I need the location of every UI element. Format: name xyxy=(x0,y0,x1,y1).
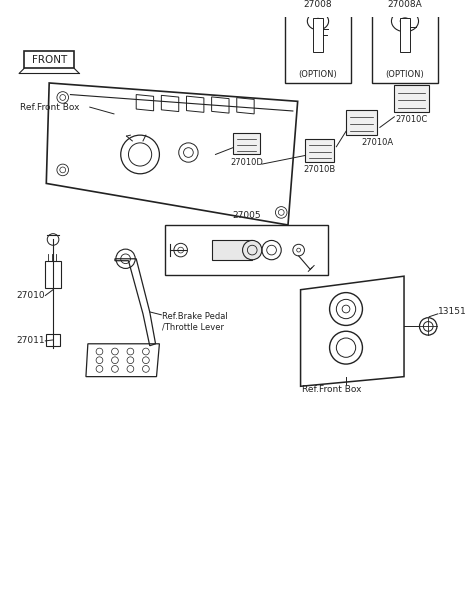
Text: 27010C: 27010C xyxy=(396,115,428,124)
Text: 27010D: 27010D xyxy=(230,158,263,167)
Text: FRONT: FRONT xyxy=(32,55,67,65)
Bar xyxy=(346,110,377,135)
Text: 27011: 27011 xyxy=(16,336,45,345)
Bar xyxy=(313,18,323,52)
Text: 13151: 13151 xyxy=(438,307,466,316)
Bar xyxy=(305,139,335,162)
Bar xyxy=(46,334,60,346)
Text: 27008: 27008 xyxy=(304,0,332,9)
Bar xyxy=(400,18,410,52)
Bar xyxy=(372,14,438,83)
Text: 27005: 27005 xyxy=(232,211,261,220)
Text: Ref.Front Box: Ref.Front Box xyxy=(20,103,80,112)
Text: 27010B: 27010B xyxy=(304,165,336,175)
Text: Ref.Brake Pedal
/Throttle Lever: Ref.Brake Pedal /Throttle Lever xyxy=(162,312,228,332)
Bar xyxy=(394,85,429,112)
Text: 27010: 27010 xyxy=(16,291,45,300)
Bar xyxy=(165,225,328,275)
Bar xyxy=(211,241,252,260)
Circle shape xyxy=(243,241,262,260)
Bar xyxy=(233,133,260,155)
Text: 27008A: 27008A xyxy=(388,0,422,9)
Text: (OPTION): (OPTION) xyxy=(299,70,337,79)
Bar xyxy=(24,51,74,68)
Text: Ref.Front Box: Ref.Front Box xyxy=(302,385,361,394)
Bar xyxy=(285,14,351,83)
Text: (OPTION): (OPTION) xyxy=(386,70,424,79)
Bar xyxy=(46,261,61,288)
Text: 27010A: 27010A xyxy=(362,139,393,148)
